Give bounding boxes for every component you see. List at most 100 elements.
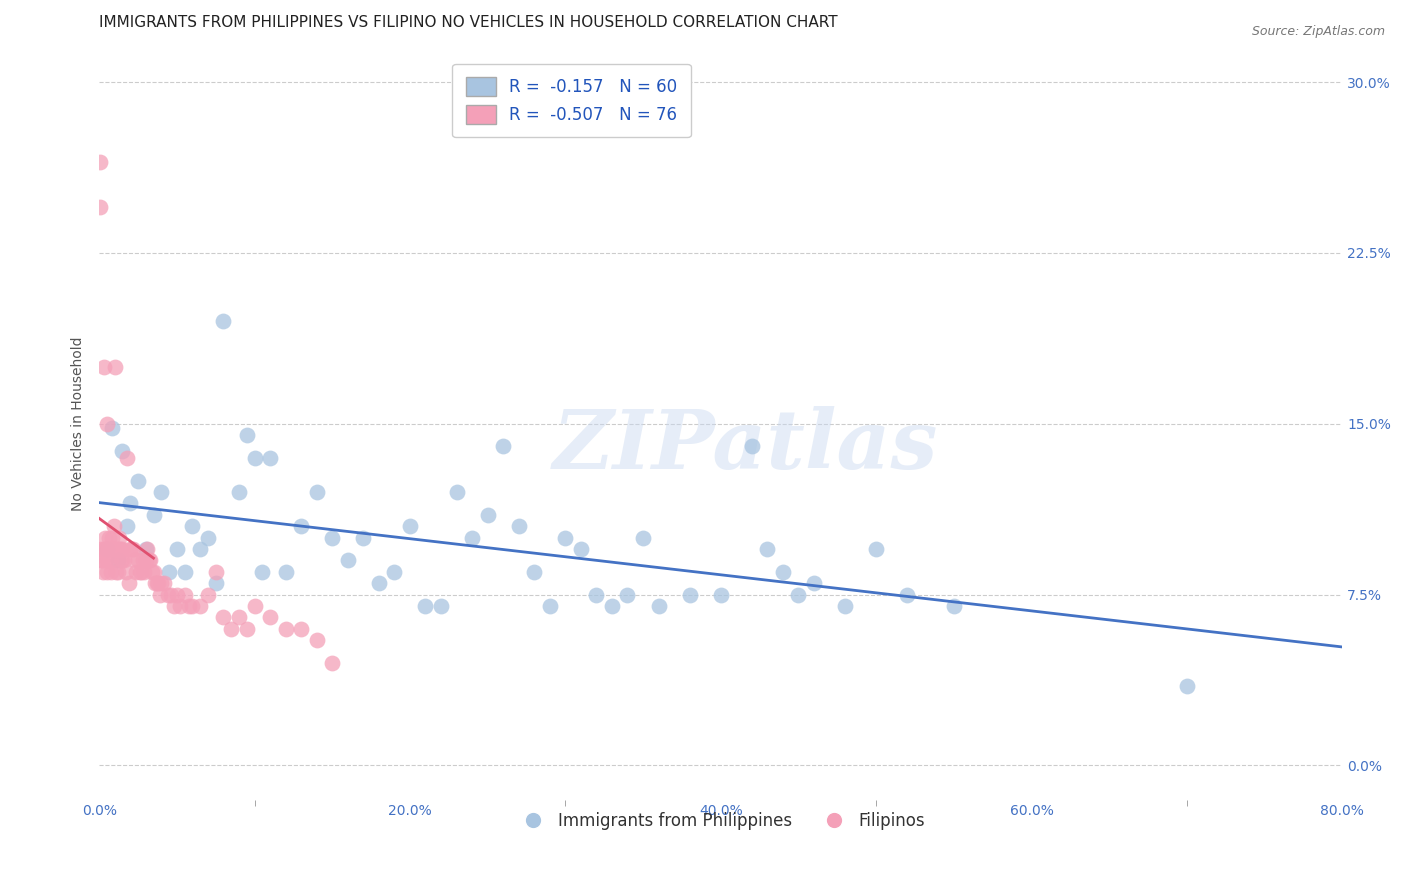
Point <box>228 485 250 500</box>
Point <box>756 541 779 556</box>
Point <box>104 359 127 374</box>
Point <box>834 599 856 613</box>
Point <box>131 553 153 567</box>
Point <box>166 541 188 556</box>
Text: ZIPatlas: ZIPatlas <box>553 406 938 486</box>
Point <box>104 541 127 556</box>
Point <box>115 450 138 465</box>
Point <box>94 541 117 556</box>
Point <box>100 531 122 545</box>
Point <box>290 519 312 533</box>
Point <box>367 576 389 591</box>
Point <box>89 200 111 214</box>
Point <box>173 587 195 601</box>
Point <box>125 565 148 579</box>
Point <box>103 519 125 533</box>
Point <box>173 565 195 579</box>
Point <box>477 508 499 522</box>
Point <box>157 565 180 579</box>
Point <box>149 587 172 601</box>
Point <box>647 599 669 613</box>
Point <box>865 541 887 556</box>
Point <box>111 553 134 567</box>
Point <box>1175 679 1198 693</box>
Point <box>399 519 422 533</box>
Point <box>219 622 242 636</box>
Point <box>163 599 186 613</box>
Point <box>252 565 274 579</box>
Point <box>204 565 226 579</box>
Point <box>188 599 211 613</box>
Point <box>150 485 173 500</box>
Point <box>585 587 607 601</box>
Point <box>150 576 173 591</box>
Point <box>97 541 120 556</box>
Point <box>108 541 131 556</box>
Point <box>93 359 115 374</box>
Legend: Immigrants from Philippines, Filipinos: Immigrants from Philippines, Filipinos <box>509 805 932 837</box>
Point <box>93 531 115 545</box>
Point <box>212 314 235 328</box>
Point <box>90 541 112 556</box>
Point <box>143 576 166 591</box>
Point <box>100 421 122 435</box>
Point <box>415 599 437 613</box>
Point <box>135 553 157 567</box>
Point <box>107 541 129 556</box>
Point <box>91 565 114 579</box>
Point <box>118 576 141 591</box>
Point <box>89 154 111 169</box>
Point <box>321 531 343 545</box>
Point <box>114 565 136 579</box>
Point <box>305 485 328 500</box>
Point <box>98 553 121 567</box>
Point <box>145 576 167 591</box>
Point <box>108 531 131 545</box>
Point <box>134 565 156 579</box>
Point <box>96 565 118 579</box>
Point <box>142 565 165 579</box>
Point <box>128 565 150 579</box>
Point <box>600 599 623 613</box>
Point <box>228 610 250 624</box>
Point <box>120 496 142 510</box>
Point <box>100 565 122 579</box>
Point <box>243 599 266 613</box>
Point <box>741 440 763 454</box>
Point <box>942 599 965 613</box>
Point <box>382 565 405 579</box>
Point <box>111 541 134 556</box>
Point <box>110 553 132 567</box>
Point <box>153 576 176 591</box>
Point <box>115 519 138 533</box>
Point <box>107 565 129 579</box>
Point <box>803 576 825 591</box>
Point <box>197 587 219 601</box>
Point <box>111 444 134 458</box>
Point <box>508 519 530 533</box>
Point <box>204 576 226 591</box>
Point <box>188 541 211 556</box>
Point <box>97 553 120 567</box>
Point <box>121 541 143 556</box>
Point <box>787 587 810 601</box>
Point <box>181 599 204 613</box>
Point <box>90 553 112 567</box>
Point <box>98 531 121 545</box>
Point <box>122 541 145 556</box>
Point <box>235 622 257 636</box>
Point <box>336 553 359 567</box>
Point <box>127 474 149 488</box>
Point <box>101 541 124 556</box>
Point <box>136 541 159 556</box>
Point <box>569 541 592 556</box>
Point <box>181 519 204 533</box>
Point <box>538 599 561 613</box>
Point <box>148 576 170 591</box>
Point <box>156 587 179 601</box>
Point <box>305 633 328 648</box>
Point <box>141 565 163 579</box>
Point <box>446 485 468 500</box>
Point <box>554 531 576 545</box>
Point <box>212 610 235 624</box>
